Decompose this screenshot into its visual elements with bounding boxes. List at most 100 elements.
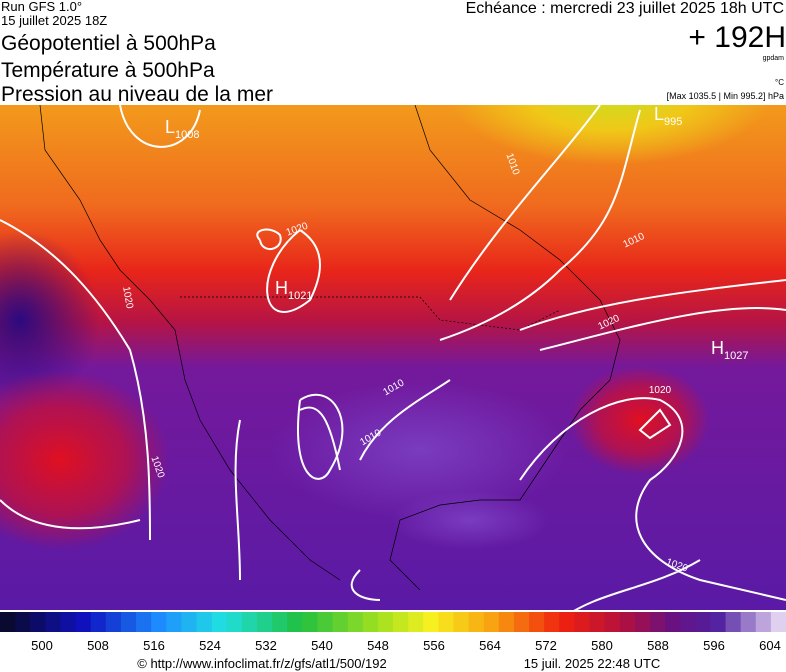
unit-label: gpdam — [763, 55, 785, 62]
colorbar-swatch — [393, 612, 409, 632]
colorbar-swatch — [45, 612, 61, 632]
run-label: Run GFS 1.0° — [1, 0, 82, 14]
colorbar-tick-label: 580 — [591, 638, 613, 653]
center-value: 1008 — [175, 129, 199, 141]
colorbar-swatch — [740, 612, 757, 632]
cool-area — [390, 490, 550, 550]
lead-time: + 192H — [688, 21, 786, 54]
colorbar-swatch — [105, 612, 122, 632]
colorbar-swatch — [770, 612, 786, 632]
colorbar-swatch — [166, 612, 182, 632]
colorbar-swatch — [15, 612, 31, 632]
border — [180, 296, 561, 331]
pressure-center: H1021 — [275, 278, 312, 302]
generated-time: 15 juil. 2025 22:48 UTC — [524, 656, 661, 671]
colorbar-tick-label: 532 — [255, 638, 277, 653]
colorbar-swatch — [513, 612, 530, 632]
colorbar-swatch — [347, 612, 364, 632]
center-letter: H — [275, 278, 288, 298]
colorbar-swatch — [483, 612, 500, 632]
colorbar-swatch — [695, 612, 711, 632]
colorbar-swatch — [60, 612, 77, 632]
map — [0, 105, 786, 610]
colorbar-tick-label: 572 — [535, 638, 557, 653]
pressure-center: H1027 — [711, 338, 748, 362]
colorbar-swatch — [287, 612, 303, 632]
colorbar-swatch — [136, 612, 152, 632]
colorbar-swatch — [438, 612, 454, 632]
colorbar-tick-label: 556 — [423, 638, 445, 653]
colorbar-swatch — [574, 612, 590, 632]
colorbar-tick-label: 548 — [367, 638, 389, 653]
map-title: Géopotentiel à 500hPa — [1, 32, 216, 55]
colorbar-swatch — [634, 612, 651, 632]
colorbar-swatch — [0, 612, 16, 632]
colorbar-swatch — [408, 612, 424, 632]
map-title: Température à 500hPa — [1, 59, 215, 82]
colorbar-swatch — [604, 612, 621, 632]
colorbar-swatch — [423, 612, 439, 632]
pressure-center: L995 — [654, 104, 682, 128]
colorbar-swatch — [453, 612, 470, 632]
center-value: 1027 — [724, 350, 748, 362]
pressure-center: L1008 — [165, 117, 200, 141]
center-letter: L — [165, 117, 175, 137]
colorbar-tick-label: 564 — [479, 638, 501, 653]
warm-area — [0, 370, 170, 550]
colorbar-swatch — [559, 612, 575, 632]
colorbar-swatch — [120, 612, 137, 632]
colorbar-swatch — [75, 612, 92, 632]
colorbar-swatch — [665, 612, 681, 632]
run-date: 15 juillet 2025 18Z — [1, 13, 107, 28]
colorbar-swatch — [680, 612, 696, 632]
colorbar-swatch — [529, 612, 545, 632]
colorbar-swatch — [725, 612, 742, 632]
colorbar: 500 508 516 524 532 540 548 556 564 572 580 588 596 6… — [0, 612, 786, 653]
colorbar-swatch — [256, 612, 273, 632]
colorbar-swatch — [377, 612, 394, 632]
cool-area — [270, 380, 570, 520]
colorbar-swatch — [710, 612, 727, 632]
unit-label: °C — [775, 78, 784, 87]
colorbar-swatch — [317, 612, 334, 632]
isobar — [0, 105, 786, 610]
center-value: 995 — [664, 116, 682, 128]
isobar-label: 1020 — [649, 385, 672, 396]
colorbar-tick-label: 588 — [647, 638, 669, 653]
colorbar-swatch — [544, 612, 560, 632]
coastline — [39, 105, 621, 591]
colorbar-tick-label: 524 — [199, 638, 221, 653]
colorbar-swatch — [755, 612, 772, 632]
colorbar-swatch — [362, 612, 379, 632]
colorbar-swatch — [151, 612, 167, 632]
colorbar-swatch — [498, 612, 515, 632]
colorbar-tick-label: 540 — [311, 638, 333, 653]
colorbar-tick-label: 508 — [87, 638, 109, 653]
colorbar-swatch — [272, 612, 288, 632]
colorbar-swatch — [468, 612, 485, 632]
colorbar-swatch — [181, 612, 197, 632]
colorbar-swatch — [619, 612, 636, 632]
valid-time: Echéance : mercredi 23 juillet 2025 18h … — [466, 0, 784, 17]
pressure-range: [Max 1035.5 | Min 995.2] hPa — [667, 91, 784, 101]
colorbar-swatch — [211, 612, 228, 632]
colorbar-swatch — [226, 612, 243, 632]
colorbar-swatch — [196, 612, 213, 632]
isobar-label: 1020 — [120, 286, 135, 310]
center-value: 1021 — [288, 290, 312, 302]
colorbar-tick-label: 604 — [759, 638, 781, 653]
colorbar-tick-label: 500 — [31, 638, 53, 653]
colorbar-swatch — [589, 612, 606, 632]
center-letter: L — [654, 104, 664, 124]
colorbar-swatch — [30, 612, 46, 632]
colorbar-tick-label: 516 — [143, 638, 165, 653]
colorbar-swatch — [90, 612, 107, 632]
map-title: Pression au niveau de la mer — [1, 83, 273, 106]
colorbar-swatch — [332, 612, 349, 632]
colorbar-swatch — [649, 612, 666, 632]
source-url: © http://www.infoclimat.fr/z/gfs/atl1/50… — [137, 656, 386, 671]
colorbar-swatch — [302, 612, 318, 632]
center-letter: H — [711, 338, 724, 358]
